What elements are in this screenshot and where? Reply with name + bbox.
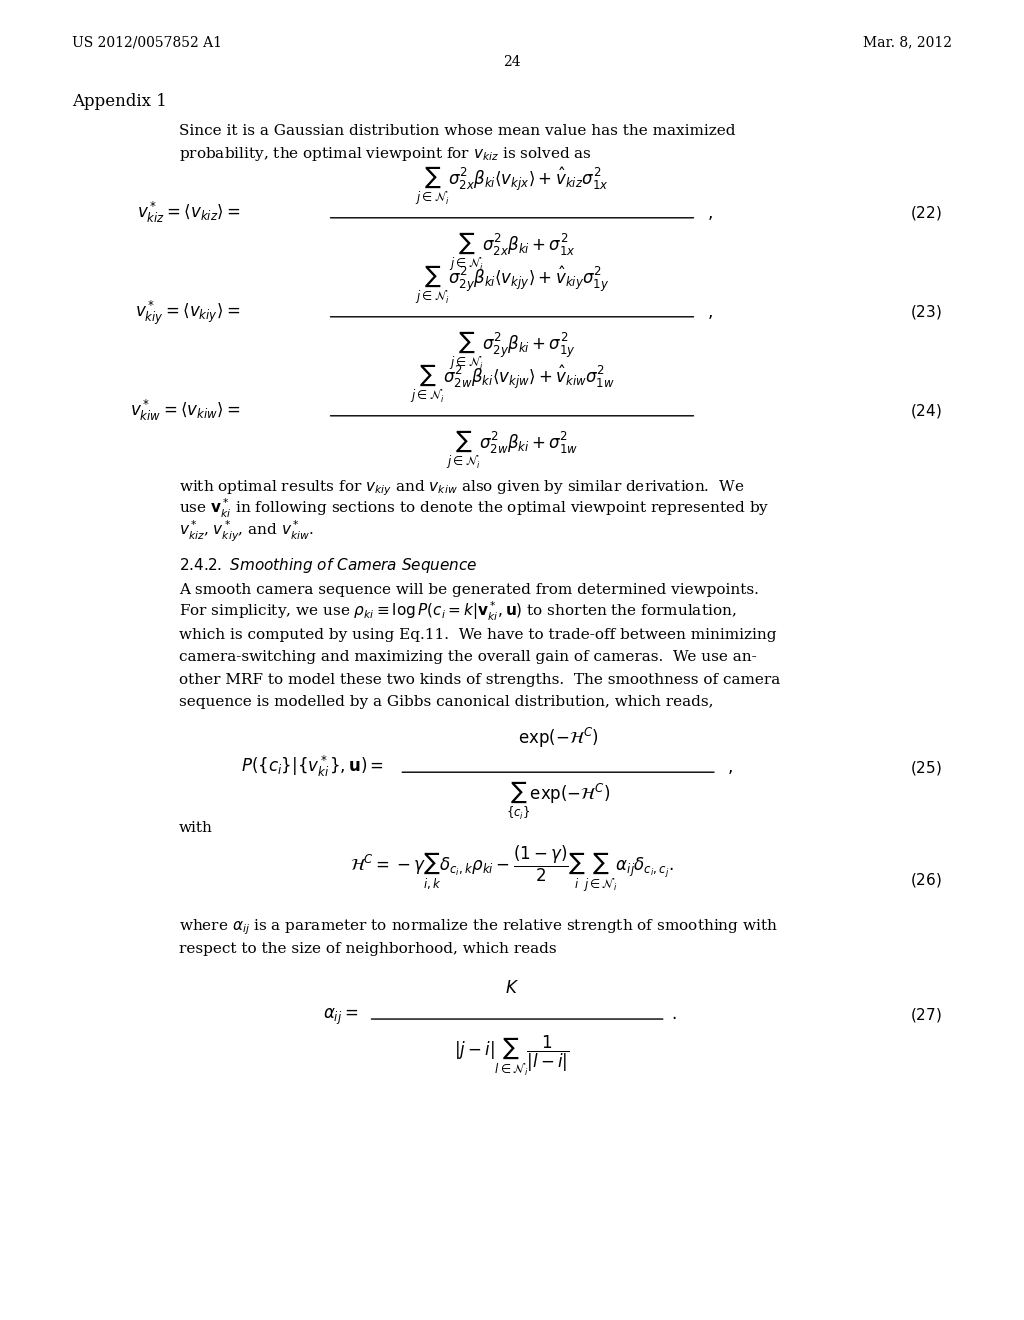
Text: $\sum_{j \in \mathcal{N}_i} \sigma_{2y}^2 \beta_{ki} + \sigma_{1y}^2$: $\sum_{j \in \mathcal{N}_i} \sigma_{2y}^… <box>449 330 575 372</box>
Text: $(27)$: $(27)$ <box>910 1006 942 1023</box>
Text: $v_{kiz}^* = \langle v_{kiz} \rangle =$: $v_{kiz}^* = \langle v_{kiz} \rangle =$ <box>137 199 241 224</box>
Text: $\sum_{j \in \mathcal{N}_i} \sigma_{2x}^2 \beta_{ki} + \sigma_{1x}^2$: $\sum_{j \in \mathcal{N}_i} \sigma_{2x}^… <box>449 231 575 273</box>
Text: $2.4.2.$ $Smoothing$ $of$ $Camera$ $Sequence$: $2.4.2.$ $Smoothing$ $of$ $Camera$ $Sequ… <box>179 556 478 576</box>
Text: Appendix 1: Appendix 1 <box>72 92 167 110</box>
Text: $|j-i| \sum_{l \in \mathcal{N}_i} \dfrac{1}{|l-i|}$: $|j-i| \sum_{l \in \mathcal{N}_i} \dfrac… <box>455 1034 569 1078</box>
Text: other MRF to model these two kinds of strengths.  The smoothness of camera: other MRF to model these two kinds of st… <box>179 673 780 686</box>
Text: $,$: $,$ <box>707 205 713 222</box>
Text: respect to the size of neighborhood, which reads: respect to the size of neighborhood, whi… <box>179 942 557 956</box>
Text: $(25)$: $(25)$ <box>910 759 942 776</box>
Text: with: with <box>179 821 213 834</box>
Text: $\mathcal{H}^C = -\gamma \sum_{i,k} \delta_{c_i,k} \rho_{ki} - \dfrac{(1-\gamma): $\mathcal{H}^C = -\gamma \sum_{i,k} \del… <box>350 843 674 894</box>
Text: $P(\{c_i\}|\{v_{ki}^*\}, \mathbf{u}) =$: $P(\{c_i\}|\{v_{ki}^*\}, \mathbf{u}) =$ <box>241 754 384 779</box>
Text: $.$: $.$ <box>671 1006 676 1023</box>
Text: $,$: $,$ <box>707 304 713 321</box>
Text: $\exp(-\mathcal{H}^C)$: $\exp(-\mathcal{H}^C)$ <box>518 726 598 751</box>
Text: $\sum_{j \in \mathcal{N}_i} \sigma_{2x}^2 \beta_{ki} \langle v_{kjx} \rangle + \: $\sum_{j \in \mathcal{N}_i} \sigma_{2x}^… <box>415 165 609 207</box>
Text: which is computed by using Eq.11.  We have to trade-off between minimizing: which is computed by using Eq.11. We hav… <box>179 628 776 642</box>
Text: sequence is modelled by a Gibbs canonical distribution, which reads,: sequence is modelled by a Gibbs canonica… <box>179 696 714 709</box>
Text: US 2012/0057852 A1: US 2012/0057852 A1 <box>72 36 221 49</box>
Text: $K$: $K$ <box>505 979 519 997</box>
Text: $\sum_{j \in \mathcal{N}_i} \sigma_{2y}^2 \beta_{ki} \langle v_{kjy} \rangle + \: $\sum_{j \in \mathcal{N}_i} \sigma_{2y}^… <box>415 264 609 306</box>
Text: $\sum_{\{c_i\}} \exp(-\mathcal{H}^C)$: $\sum_{\{c_i\}} \exp(-\mathcal{H}^C)$ <box>506 780 610 822</box>
Text: $(23)$: $(23)$ <box>910 304 942 321</box>
Text: For simplicity, we use $\rho_{ki} \equiv \log P(c_i = k | \mathbf{v}_{ki}^*, \ma: For simplicity, we use $\rho_{ki} \equiv… <box>179 599 736 623</box>
Text: $v_{kiz}^*$, $v_{kiy}^*$, and $v_{kiw}^*$.: $v_{kiz}^*$, $v_{kiy}^*$, and $v_{kiw}^*… <box>179 519 314 544</box>
Text: Mar. 8, 2012: Mar. 8, 2012 <box>863 36 952 49</box>
Text: $v_{kiy}^* = \langle v_{kiy} \rangle =$: $v_{kiy}^* = \langle v_{kiy} \rangle =$ <box>135 298 241 327</box>
Text: $\sum_{j \in \mathcal{N}_i} \sigma_{2w}^2 \beta_{ki} + \sigma_{1w}^2$: $\sum_{j \in \mathcal{N}_i} \sigma_{2w}^… <box>446 429 578 471</box>
Text: $(24)$: $(24)$ <box>910 403 942 420</box>
Text: use $\mathbf{v}_{ki}^*$ in following sections to denote the optimal viewpoint re: use $\mathbf{v}_{ki}^*$ in following sec… <box>179 496 770 520</box>
Text: where $\alpha_{ij}$ is a parameter to normalize the relative strength of smoothi: where $\alpha_{ij}$ is a parameter to no… <box>179 917 778 937</box>
Text: camera-switching and maximizing the overall gain of cameras.  We use an-: camera-switching and maximizing the over… <box>179 651 757 664</box>
Text: $v_{kiw}^* = \langle v_{kiw} \rangle =$: $v_{kiw}^* = \langle v_{kiw} \rangle =$ <box>130 397 241 422</box>
Text: $,$: $,$ <box>727 759 733 776</box>
Text: $\sum_{j \in \mathcal{N}_i} \sigma_{2w}^2 \beta_{ki} \langle v_{kjw} \rangle + \: $\sum_{j \in \mathcal{N}_i} \sigma_{2w}^… <box>410 363 614 405</box>
Text: 24: 24 <box>503 55 521 69</box>
Text: $(22)$: $(22)$ <box>910 205 942 222</box>
Text: probability, the optimal viewpoint for $v_{kiz}$ is solved as: probability, the optimal viewpoint for $… <box>179 145 592 164</box>
Text: Since it is a Gaussian distribution whose mean value has the maximized: Since it is a Gaussian distribution whos… <box>179 124 735 137</box>
Text: $(26)$: $(26)$ <box>910 871 942 888</box>
Text: A smooth camera sequence will be generated from determined viewpoints.: A smooth camera sequence will be generat… <box>179 583 759 597</box>
Text: $\alpha_{ij} =$: $\alpha_{ij} =$ <box>324 1007 358 1027</box>
Text: with optimal results for $v_{kiy}$ and $v_{kiw}$ also given by similar derivatio: with optimal results for $v_{kiy}$ and $… <box>179 478 744 498</box>
